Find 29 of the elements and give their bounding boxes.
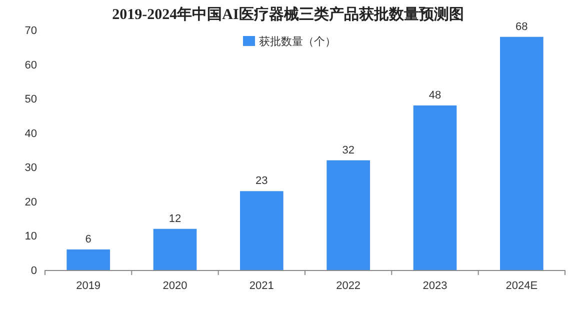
y-tick-label: 30 bbox=[24, 162, 37, 174]
bar bbox=[66, 249, 110, 270]
data-label: 32 bbox=[342, 144, 354, 156]
y-tick-label: 20 bbox=[24, 196, 37, 208]
x-tick-label: 2021 bbox=[249, 280, 274, 292]
bar bbox=[240, 191, 284, 270]
data-label: 6 bbox=[85, 233, 92, 246]
y-tick-label: 60 bbox=[24, 59, 37, 72]
bar bbox=[326, 160, 370, 270]
y-tick-label: 40 bbox=[24, 128, 37, 140]
legend-label: 获批数量（个） bbox=[259, 35, 336, 48]
x-tick-label: 2019 bbox=[76, 280, 101, 292]
y-tick-label: 10 bbox=[24, 230, 37, 243]
data-label: 68 bbox=[516, 20, 528, 33]
x-tick-label: 2022 bbox=[336, 280, 361, 292]
y-tick-label: 50 bbox=[24, 94, 37, 106]
data-label: 23 bbox=[256, 175, 268, 188]
y-tick-label: 0 bbox=[30, 265, 37, 277]
x-tick-label: 2023 bbox=[422, 280, 448, 292]
y-tick-label: 70 bbox=[24, 25, 37, 37]
x-tick-label: 2020 bbox=[162, 280, 188, 292]
bar bbox=[413, 105, 457, 270]
data-label: 48 bbox=[428, 89, 442, 102]
chart-title: 2019-2024年中国AI医疗器械三类产品获批数量预测图 bbox=[112, 6, 464, 23]
legend: 获批数量（个） bbox=[243, 36, 336, 48]
data-label: 12 bbox=[168, 212, 182, 225]
bar bbox=[500, 36, 544, 270]
x-tick-label: 2024E bbox=[506, 280, 538, 292]
bar bbox=[153, 228, 197, 270]
